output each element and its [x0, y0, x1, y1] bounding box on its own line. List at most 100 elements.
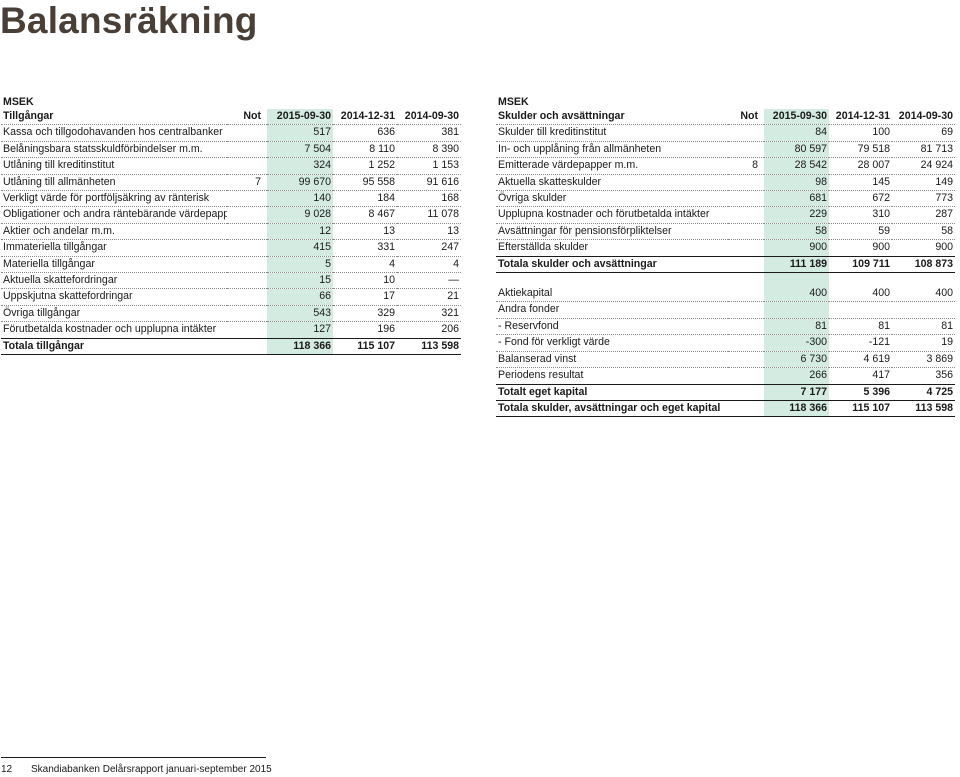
assets-table-section: MSEK Tillgångar Not 2015-09-30 2014-12-31 201… [1, 95, 461, 356]
section-heading: Tillgångar [1, 109, 227, 126]
note-ref [227, 190, 267, 208]
value-2014-09-30: 773 [892, 190, 955, 208]
row-label: Emitterade värdepapper m.m. [496, 157, 728, 175]
column-header-date: 2015-09-30 [267, 109, 333, 126]
value-2015-09-30 [764, 301, 829, 319]
value-2014-12-31: 4 619 [829, 351, 892, 369]
value-2014-12-31: 1 252 [333, 157, 397, 175]
value-2014-12-31: 331 [333, 239, 397, 257]
value-2014-12-31: 8 110 [333, 141, 397, 159]
row-label: Immateriella tillgångar [1, 239, 227, 257]
value-2015-09-30: 543 [267, 305, 333, 323]
table-header-row: Skulder och avsättningar Not 2015-09-30 201… [496, 109, 955, 126]
value-2014-09-30: 69 [892, 124, 955, 142]
value-2014-09-30: 1 153 [397, 157, 461, 175]
assets-table: MSEK Tillgångar Not 2015-09-30 2014-12-31 201… [1, 95, 461, 356]
note-ref [728, 367, 764, 385]
value-2014-09-30: 381 [397, 124, 461, 142]
value-2014-09-30 [892, 301, 955, 319]
value-2014-12-31: 5 396 [829, 383, 892, 401]
note-ref [227, 206, 267, 224]
table-row: Uppskjutna skattefordringar 66 17 21 [1, 288, 461, 306]
row-label: Totala skulder och avsättningar [496, 255, 728, 274]
note-ref [728, 286, 764, 303]
value-2014-09-30: 356 [892, 367, 955, 385]
value-2014-12-31: 900 [829, 239, 892, 257]
table-row: Balanserad vinst 6 730 4 619 3 869 [496, 351, 955, 369]
table-row: Avsättningar för pensionsförpliktelser 58… [496, 223, 955, 241]
value-2014-09-30: 3 869 [892, 351, 955, 369]
row-label: Avsättningar för pensionsförpliktelser [496, 223, 728, 241]
value-2015-09-30: 400 [764, 286, 829, 303]
value-2014-12-31: 4 [333, 256, 397, 274]
table-row: Övriga skulder 681 672 773 [496, 190, 955, 208]
spacer-cell [829, 273, 955, 287]
note-ref [227, 223, 267, 241]
value-2014-09-30: 21 [397, 288, 461, 306]
table-row: Obligationer och andra räntebärande värd… [1, 206, 461, 224]
note-ref [227, 141, 267, 159]
value-2014-12-31: 28 007 [829, 157, 892, 175]
value-2014-09-30: 19 [892, 334, 955, 352]
table-row: Upplupna kostnader och förutbetalda intä… [496, 206, 955, 224]
value-2014-12-31: 81 [829, 318, 892, 336]
note-ref [728, 223, 764, 241]
value-2014-09-30: — [397, 272, 461, 290]
value-2014-09-30: 900 [892, 239, 955, 257]
value-2014-09-30: 81 [892, 318, 955, 336]
table-row: Aktuella skatteskulder 98 145 149 [496, 174, 955, 192]
row-label: Upplupna kostnader och förutbetalda intä… [496, 206, 728, 224]
value-2014-12-31: 100 [829, 124, 892, 142]
note-ref [227, 239, 267, 257]
note-ref [728, 255, 764, 274]
table-row: - Fond för verkligt värde -300 -121 19 [496, 334, 955, 352]
note-ref [728, 301, 764, 319]
row-label: Utlåning till allmänheten [1, 174, 227, 192]
value-2014-09-30: 24 924 [892, 157, 955, 175]
row-label: Övriga tillgångar [1, 305, 227, 323]
value-2015-09-30: 98 [764, 174, 829, 192]
column-header-not: Not [227, 109, 267, 126]
liabilities-table: MSEK Skulder och avsättningar Not 2015-09-3… [496, 95, 955, 418]
table-header-row: Tillgångar Not 2015-09-30 2014-12-31 2014-09… [1, 109, 461, 126]
table-row: Immateriella tillgångar 415 331 247 [1, 239, 461, 257]
value-2014-12-31: 10 [333, 272, 397, 290]
note-ref [227, 321, 267, 339]
value-2014-09-30: 13 [397, 223, 461, 241]
value-2015-09-30: 140 [267, 190, 333, 208]
value-2014-09-30: 400 [892, 286, 955, 303]
value-2015-09-30: -300 [764, 334, 829, 352]
value-2015-09-30: 6 730 [764, 351, 829, 369]
note-ref [728, 351, 764, 369]
spacer-cell [496, 273, 764, 287]
table-row: In- och upplåning från allmänheten 80 597… [496, 141, 955, 159]
table-row: Förutbetalda kostnader och upplupna intä… [1, 321, 461, 339]
value-2015-09-30: 28 542 [764, 157, 829, 175]
table-row: Utlåning till allmänheten 7 99 670 95 558 91… [1, 174, 461, 192]
value-2015-09-30: 7 177 [764, 383, 829, 401]
value-2014-12-31: 17 [333, 288, 397, 306]
column-header-date: 2014-12-31 [829, 109, 892, 126]
value-2014-12-31: 196 [333, 321, 397, 339]
value-2014-12-31: 417 [829, 367, 892, 385]
grand-total-row: Totala skulder, avsättningar och eget ka… [496, 399, 955, 418]
value-2014-09-30: 91 616 [397, 174, 461, 192]
row-label: Periodens resultat [496, 367, 728, 385]
note-ref [728, 383, 764, 401]
table-row: Utlåning till kreditinstitut 324 1 252 1 15… [1, 157, 461, 175]
unit-label: MSEK [3, 96, 34, 108]
table-row: Efterställda skulder 900 900 900 [496, 239, 955, 257]
value-2014-12-31: 115 107 [829, 399, 892, 418]
column-header-date: 2014-09-30 [892, 109, 955, 126]
value-2014-09-30: 8 390 [397, 141, 461, 159]
note-ref [227, 305, 267, 323]
value-2015-09-30: 127 [267, 321, 333, 339]
unit-row: MSEK [1, 95, 461, 109]
row-label: Skulder till kreditinstitut [496, 124, 728, 142]
value-2014-09-30: 4 725 [892, 383, 955, 401]
table-row: Verkligt värde för portföljsäkring av rä… [1, 190, 461, 208]
row-label: - Fond för verkligt värde [496, 334, 728, 352]
note-ref [227, 288, 267, 306]
note-ref [728, 318, 764, 336]
equity-total-row: Totalt eget kapital 7 177 5 396 4 725 [496, 383, 955, 401]
